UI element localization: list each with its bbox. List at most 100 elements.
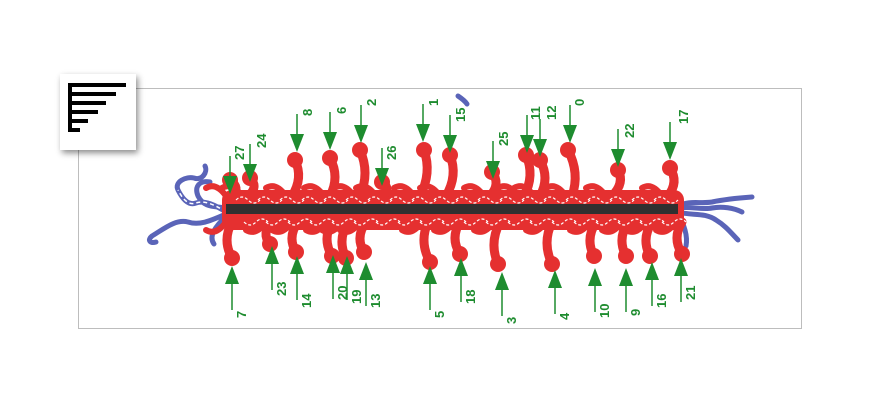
spine-branch [599, 219, 625, 235]
spine-marker-label: 0 [572, 99, 587, 106]
spine-marker-label: 9 [628, 309, 643, 316]
spine-branch [301, 183, 327, 199]
spine-branch [583, 183, 609, 199]
spine-marker-arrow [674, 258, 688, 302]
spine-marker-label: 14 [299, 293, 314, 308]
spine-marker-label: 12 [544, 106, 559, 120]
spine-head [532, 152, 548, 168]
spine-marker-arrow [225, 266, 239, 310]
spine-head [618, 248, 634, 264]
spine-marker-arrow [486, 141, 500, 179]
spine-branch [391, 183, 417, 199]
spine-marker-label: 3 [504, 317, 519, 324]
spine-branch [623, 219, 649, 235]
spine-marker-arrow [326, 255, 340, 299]
spine-marker-label: 10 [597, 304, 612, 318]
spine-marker-label: 1 [426, 99, 441, 106]
spine-branch [353, 183, 379, 199]
spine-marker-label: 24 [254, 133, 269, 148]
spine-head [662, 160, 678, 176]
spine-marker-arrow [548, 270, 562, 314]
spine-marker-label: 25 [496, 132, 511, 146]
spine-branch [511, 183, 537, 199]
spine-marker-arrow [290, 114, 304, 152]
spine-marker-label: 21 [683, 286, 698, 300]
spine-marker-arrow [423, 266, 437, 310]
spine-marker-arrow [354, 105, 368, 143]
axon-segment [675, 194, 755, 209]
spine-head [544, 256, 560, 272]
spine-head [610, 162, 626, 178]
spine-marker-label: 8 [300, 109, 315, 116]
spine-head [422, 254, 438, 270]
spine-marker-arrow [443, 115, 457, 153]
spine-head [262, 236, 278, 252]
spine-marker-arrow [619, 268, 633, 312]
spine-branch [263, 183, 289, 199]
spine-branch [543, 183, 569, 199]
spine-marker-label: 2 [364, 99, 379, 106]
spine-head [288, 244, 304, 260]
spine-head [518, 147, 534, 163]
spine-marker-arrow [290, 256, 304, 300]
spine-marker-label: 11 [528, 106, 543, 120]
spine-marker-arrow [359, 262, 373, 306]
spine-head [452, 246, 468, 262]
spine-head [287, 152, 303, 168]
axon-segment [147, 211, 229, 245]
spine-marker-arrow [533, 119, 547, 157]
spine-branch [399, 219, 425, 235]
spine-marker-arrow [563, 105, 577, 143]
spine-marker-arrow [340, 256, 354, 300]
spine-marker-label: 5 [432, 311, 447, 318]
spine-head [352, 142, 368, 158]
spine-marker-label: 6 [334, 107, 349, 114]
spine-marker-arrow [588, 268, 602, 312]
spine-branch [243, 219, 269, 235]
spine-branch [269, 219, 295, 235]
spine-marker-label: 17 [676, 110, 691, 124]
spine-marker-label: 15 [453, 108, 468, 122]
spine-marker-label: 27 [232, 146, 247, 160]
menu-button[interactable] [60, 74, 136, 150]
axon-segment [675, 204, 745, 215]
spine-head [442, 147, 458, 163]
spine-branch [203, 183, 229, 199]
spine-marker-label: 13 [368, 294, 383, 308]
spine-branch [495, 183, 521, 199]
spine-branch [337, 219, 363, 235]
spine-branch [303, 219, 329, 235]
spine-head [338, 250, 354, 266]
spine-branch [639, 183, 665, 199]
spine-head [642, 248, 658, 264]
spine-head [324, 248, 340, 264]
spine-branch [567, 219, 593, 235]
spine-branch [523, 219, 549, 235]
spine-marker-arrow [416, 104, 430, 142]
spine-marker-arrow [375, 148, 389, 186]
spine-head [490, 256, 506, 272]
spine-head [586, 248, 602, 264]
spine-marker-arrow [645, 262, 659, 306]
spine-head [674, 246, 690, 262]
spine-marker-label: 26 [384, 146, 399, 160]
axon-trace [147, 93, 755, 249]
dendrite-shaft [226, 204, 678, 214]
axon-highlight [177, 189, 227, 213]
spine-marker-arrow [265, 246, 279, 290]
spine-branch [331, 183, 357, 199]
spine-head [322, 150, 338, 166]
spine-marker-arrow [223, 156, 237, 194]
spine-head [416, 142, 432, 158]
spine-branch [203, 219, 229, 235]
spine-marker-label: 19 [349, 290, 364, 304]
spine-head [560, 142, 576, 158]
hamburger-menu-icon [68, 83, 126, 132]
spine-marker-arrow [611, 129, 625, 167]
spine-head [224, 250, 240, 266]
spine-marker-arrow [520, 115, 534, 153]
spine-branch [461, 183, 487, 199]
spine-branch [417, 183, 443, 199]
